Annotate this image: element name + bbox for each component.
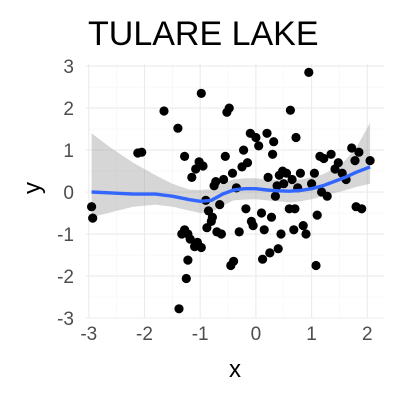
- data-point: [219, 174, 229, 185]
- data-point: [234, 227, 244, 237]
- data-point: [365, 156, 375, 166]
- data-point: [180, 151, 190, 161]
- data-point: [248, 221, 258, 231]
- y-tick-label: -2: [57, 267, 74, 288]
- data-point: [309, 168, 319, 178]
- data-point: [196, 88, 206, 98]
- chart-title: TULARE LAKE: [88, 15, 319, 53]
- data-point: [269, 137, 279, 147]
- data-point: [256, 208, 267, 218]
- data-point: [137, 147, 147, 157]
- data-point: [215, 200, 225, 210]
- data-point: [259, 225, 269, 235]
- y-tick-label: 0: [63, 183, 74, 204]
- x-tick-label: 2: [362, 324, 373, 345]
- y-tick-label: 2: [63, 99, 74, 120]
- data-point: [185, 234, 195, 244]
- x-axis-ticks: -3 -2 -1 0 1 2: [80, 324, 372, 345]
- data-point: [251, 132, 261, 143]
- data-point: [241, 204, 251, 214]
- data-point: [312, 210, 322, 220]
- data-point: [159, 106, 169, 116]
- data-point: [227, 168, 238, 178]
- x-tick-label: -1: [192, 324, 209, 345]
- data-point: [88, 213, 98, 223]
- data-point: [285, 105, 295, 115]
- data-point: [291, 132, 301, 143]
- data-point: [216, 229, 226, 239]
- data-point: [319, 153, 329, 164]
- data-point: [174, 304, 184, 314]
- data-point: [307, 179, 317, 189]
- x-tick-label: -2: [136, 324, 153, 345]
- data-point: [287, 174, 297, 185]
- data-point: [220, 151, 230, 161]
- data-point: [270, 191, 280, 201]
- y-tick-label: 1: [63, 141, 74, 162]
- y-tick-label: -3: [57, 309, 74, 330]
- data-point: [268, 149, 278, 159]
- data-points-layer: [87, 67, 375, 314]
- data-point: [350, 156, 360, 166]
- data-point: [211, 177, 221, 187]
- data-point: [196, 242, 206, 253]
- data-point: [254, 141, 264, 151]
- data-point: [289, 225, 299, 235]
- data-point: [187, 172, 197, 182]
- y-tick-label: 3: [63, 57, 74, 78]
- smooth-line-layer: [91, 165, 371, 203]
- y-axis-ticks: -3 -2 -1 0 1 2 3: [57, 57, 74, 330]
- data-point: [262, 128, 272, 138]
- data-point: [258, 254, 268, 264]
- data-point: [229, 256, 239, 266]
- data-point: [281, 168, 292, 178]
- data-point: [273, 244, 283, 254]
- x-tick-label: -3: [80, 324, 97, 345]
- data-point: [263, 172, 273, 182]
- data-point: [224, 103, 234, 113]
- data-point: [202, 223, 212, 233]
- data-point: [298, 221, 308, 231]
- data-point: [301, 229, 311, 239]
- data-point: [311, 260, 321, 271]
- data-point: [322, 191, 332, 201]
- data-point: [295, 168, 305, 178]
- x-axis-title: x: [229, 356, 241, 383]
- x-tick-label: 1: [306, 324, 317, 345]
- data-point: [242, 158, 253, 168]
- y-tick-label: -1: [57, 225, 74, 246]
- data-point: [87, 202, 97, 212]
- data-point: [326, 149, 336, 159]
- data-point: [276, 229, 286, 239]
- data-point: [354, 147, 364, 157]
- data-point: [198, 161, 208, 171]
- major-gridlines: [86, 64, 384, 319]
- data-point: [290, 204, 300, 214]
- data-point: [191, 164, 201, 174]
- data-point: [173, 123, 183, 133]
- data-point: [333, 158, 343, 168]
- data-point: [357, 204, 367, 214]
- data-point: [265, 248, 275, 258]
- data-point: [207, 212, 217, 222]
- data-point: [183, 255, 193, 265]
- data-point: [181, 273, 191, 284]
- data-point: [266, 212, 277, 222]
- data-point: [347, 143, 357, 153]
- data-point: [279, 179, 289, 189]
- x-tick-label: 0: [251, 324, 262, 345]
- data-point: [304, 67, 314, 77]
- y-axis-title: y: [19, 182, 46, 194]
- smooth-trend-line: [91, 165, 371, 203]
- data-point: [239, 145, 249, 155]
